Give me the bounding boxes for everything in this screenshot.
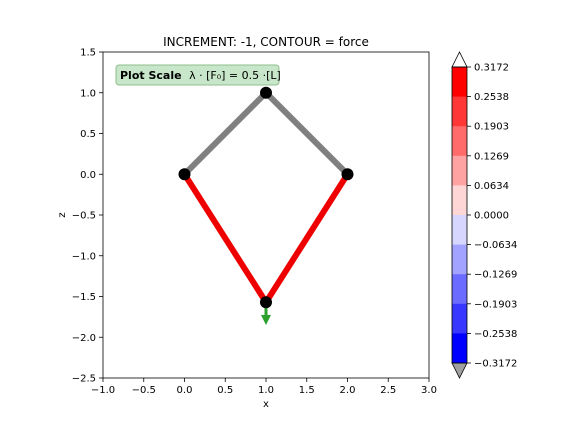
x-tick-label: 3.0 bbox=[421, 385, 437, 396]
colorbar-band bbox=[452, 215, 467, 246]
colorbar-tick-label: −0.3172 bbox=[474, 359, 517, 370]
colorbar-tick-label: 0.0634 bbox=[474, 181, 509, 192]
x-axis-label: x bbox=[263, 399, 269, 410]
y-tick-label: −2.0 bbox=[72, 333, 96, 344]
colorbar-band bbox=[452, 185, 467, 216]
y-tick-label: 0.0 bbox=[80, 170, 96, 181]
colorbar-tick-label: −0.0634 bbox=[474, 240, 517, 251]
member-3 bbox=[263, 172, 351, 304]
node-2 bbox=[341, 168, 354, 181]
x-tick-label: 0.5 bbox=[217, 385, 233, 396]
x-tick-label: 1.0 bbox=[258, 385, 274, 396]
colorbar-band bbox=[452, 244, 467, 275]
colorbar-band bbox=[452, 155, 467, 186]
member-0 bbox=[182, 90, 269, 177]
y-tick-label: −0.5 bbox=[72, 211, 96, 222]
colorbar-tick-label: −0.1269 bbox=[474, 270, 517, 281]
colorbar-band bbox=[452, 274, 467, 305]
colorbar-tick-label: 0.1269 bbox=[474, 151, 509, 162]
annotation-formula: λ · [F₀] = 0.5 ·[L] bbox=[189, 69, 281, 82]
y-axis-label: z bbox=[57, 212, 68, 217]
colorbar-band bbox=[452, 303, 467, 334]
node-0 bbox=[178, 168, 191, 181]
colorbar-band bbox=[452, 333, 467, 364]
colorbar-band bbox=[452, 67, 467, 98]
chart-title: INCREMENT: -1, CONTOUR = force bbox=[163, 35, 369, 49]
node-1 bbox=[260, 86, 272, 99]
x-tick-label: −1.0 bbox=[91, 385, 115, 396]
colorbar-tick-label: 0.0000 bbox=[474, 211, 509, 222]
y-tick-label: −1.0 bbox=[72, 251, 96, 262]
x-tick-label: −0.5 bbox=[132, 385, 156, 396]
x-tick-label: 1.5 bbox=[299, 385, 315, 396]
member-1 bbox=[263, 90, 350, 177]
annotation-bold: Plot Scale bbox=[120, 69, 182, 82]
plot-area: −1.0 −0.5 0.0 0.5 1.0 1.5 2.0 2.5 3.0 −2.5 −2.0 −1… bbox=[72, 48, 437, 397]
colorbar: 0.3172 0.2538 0.1903 0.1269 0.0634 0.0000 −0.0… bbox=[451, 51, 517, 379]
member-2 bbox=[181, 172, 269, 304]
colorbar-band bbox=[452, 126, 467, 157]
y-tick-label: 0.5 bbox=[80, 129, 96, 140]
colorbar-tick-label: 0.1903 bbox=[474, 122, 509, 133]
y-tick-label: 1.5 bbox=[80, 48, 96, 59]
x-tick-label: 0.0 bbox=[177, 385, 193, 396]
colorbar-tick-label: −0.2538 bbox=[474, 329, 517, 340]
colorbar-band bbox=[452, 96, 467, 127]
y-tick-label: −2.5 bbox=[72, 374, 96, 385]
x-tick-label: 2.5 bbox=[380, 385, 396, 396]
axes-frame bbox=[102, 51, 430, 379]
colorbar-extend-top bbox=[451, 51, 468, 68]
annotation-text: Plot Scale λ · [F₀] = 0.5 ·[L] bbox=[120, 69, 281, 82]
node-3 bbox=[260, 296, 272, 309]
x-tick-label: 2.0 bbox=[340, 385, 356, 396]
plot-scale-annotation: Plot Scale λ · [F₀] = 0.5 ·[L] bbox=[115, 64, 281, 86]
annotation-box bbox=[115, 64, 280, 86]
colorbar-tick-label: −0.1903 bbox=[474, 299, 517, 310]
colorbar-tick-label: 0.2538 bbox=[474, 92, 509, 103]
y-tick-label: −1.5 bbox=[72, 292, 96, 303]
y-tick-label: 1.0 bbox=[80, 88, 96, 99]
colorbar-extend-bottom bbox=[451, 362, 468, 379]
colorbar-tick-label: 0.3172 bbox=[474, 63, 509, 74]
